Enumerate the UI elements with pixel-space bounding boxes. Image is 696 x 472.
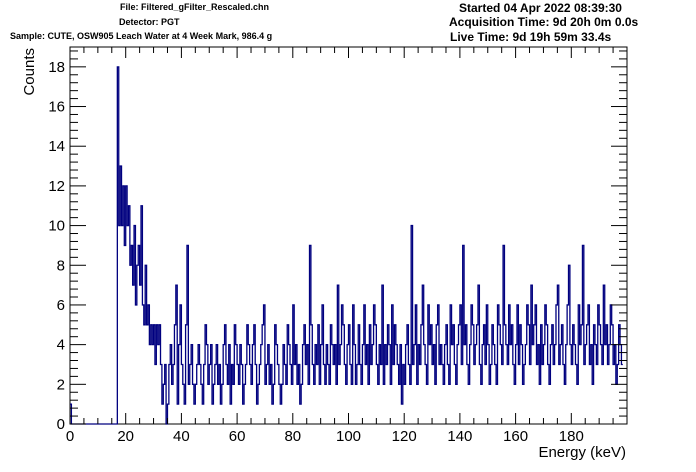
x-tick-label: 160 [503, 428, 528, 445]
x-tick-label: 80 [284, 428, 301, 445]
header-file: File: Filtered_gFilter_Rescaled.chn [120, 2, 270, 12]
x-tick-label: 180 [559, 428, 584, 445]
x-tick-label: 140 [447, 428, 472, 445]
header-live-time: Live Time: 9d 19h 59m 33.4s [450, 30, 612, 44]
y-tick-label: 0 [57, 416, 65, 433]
x-axis-title: Energy (keV) [538, 444, 626, 461]
y-tick-label: 8 [57, 257, 65, 274]
y-axis-title: Counts [21, 48, 38, 96]
x-tick-label: 40 [173, 428, 190, 445]
x-tick-label: 0 [66, 428, 74, 445]
header-started: Started 04 Apr 2022 08:39:30 [459, 1, 622, 15]
y-tick-label: 18 [48, 59, 65, 76]
plot-frame [69, 46, 628, 425]
x-tick-label: 120 [392, 428, 417, 445]
header-sample: Sample: CUTE, OSW905 Leach Water at 4 We… [10, 31, 273, 41]
y-tick-label: 16 [48, 99, 65, 116]
header-acquisition-time: Acquisition Time: 9d 20h 0m 0.0s [449, 15, 639, 29]
y-tick-label: 12 [48, 178, 65, 195]
y-tick-label: 4 [57, 337, 65, 354]
y-tick-label: 10 [48, 218, 65, 235]
x-tick-label: 60 [229, 428, 246, 445]
y-tick-label: 14 [48, 138, 65, 155]
header-detector: Detector: PGT [119, 17, 180, 27]
y-tick-label: 6 [57, 297, 65, 314]
y-tick-label: 2 [57, 376, 65, 393]
x-tick-label: 20 [117, 428, 134, 445]
x-tick-label: 100 [336, 428, 361, 445]
spectrum-histogram-line [70, 66, 623, 425]
